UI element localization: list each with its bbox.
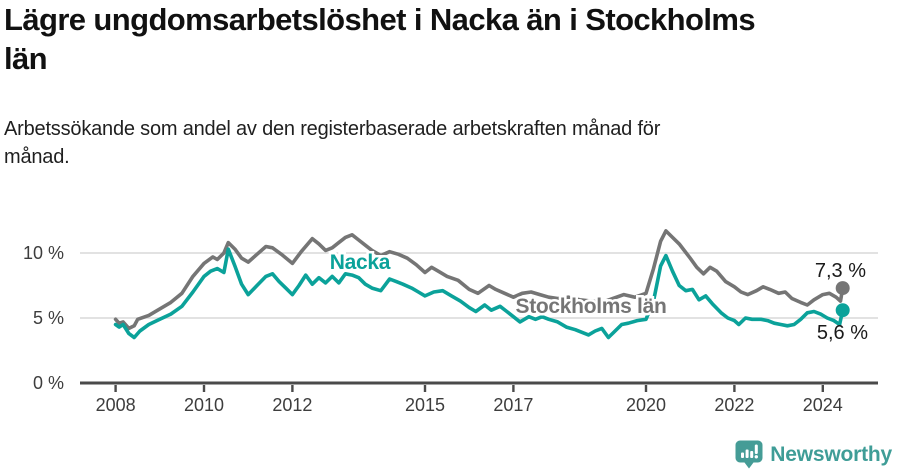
chart-line-stockholms-lan — [113, 229, 845, 331]
chart-subtitle-line1: Arbetssökande som andel av den registerb… — [4, 118, 661, 140]
x-tick-label-2020: 2020 — [626, 395, 666, 415]
x-tick-label-2015: 2015 — [405, 395, 445, 415]
newsworthy-brand-label: Newsworthy — [770, 442, 892, 466]
chart-line-nacka — [113, 247, 845, 340]
page-title-line2: län — [4, 41, 48, 76]
end-dot-nacka — [835, 303, 850, 318]
end-value-label-stockholms-lan: 7,3 % — [815, 260, 866, 282]
chart-subtitle-line2: månad. — [4, 146, 70, 168]
x-tick-label-2024: 2024 — [803, 395, 843, 415]
x-tick-label-2017: 2017 — [493, 395, 533, 415]
newsworthy-brand[interactable]: Newsworthy — [735, 440, 892, 469]
page-title: Lägre ungdomsarbetslöshet i Nacka än i S… — [4, 0, 896, 78]
y-tick-label-0pct: 0 % — [33, 373, 64, 393]
x-tick-label-2010: 2010 — [184, 395, 224, 415]
bar-chart-speech-bubble-icon — [735, 440, 763, 469]
end-dot-stockholms-lan — [835, 281, 850, 296]
x-tick-label-2022: 2022 — [714, 395, 754, 415]
series-label-stockholms-lan: Stockholms län — [515, 295, 666, 318]
y-tick-label-5pct: 5 % — [33, 308, 64, 328]
chart-subtitle: Arbetssökande som andel av den registerb… — [4, 115, 854, 171]
x-tick-label-2012: 2012 — [272, 395, 312, 415]
x-tick-label-2008: 2008 — [96, 395, 136, 415]
page-title-line1: Lägre ungdomsarbetslöshet i Nacka än i S… — [4, 2, 756, 37]
series-label-nacka: Nacka — [330, 251, 391, 274]
y-tick-label-10pct: 10 % — [23, 243, 64, 263]
end-value-label-nacka: 5,6 % — [817, 322, 868, 344]
